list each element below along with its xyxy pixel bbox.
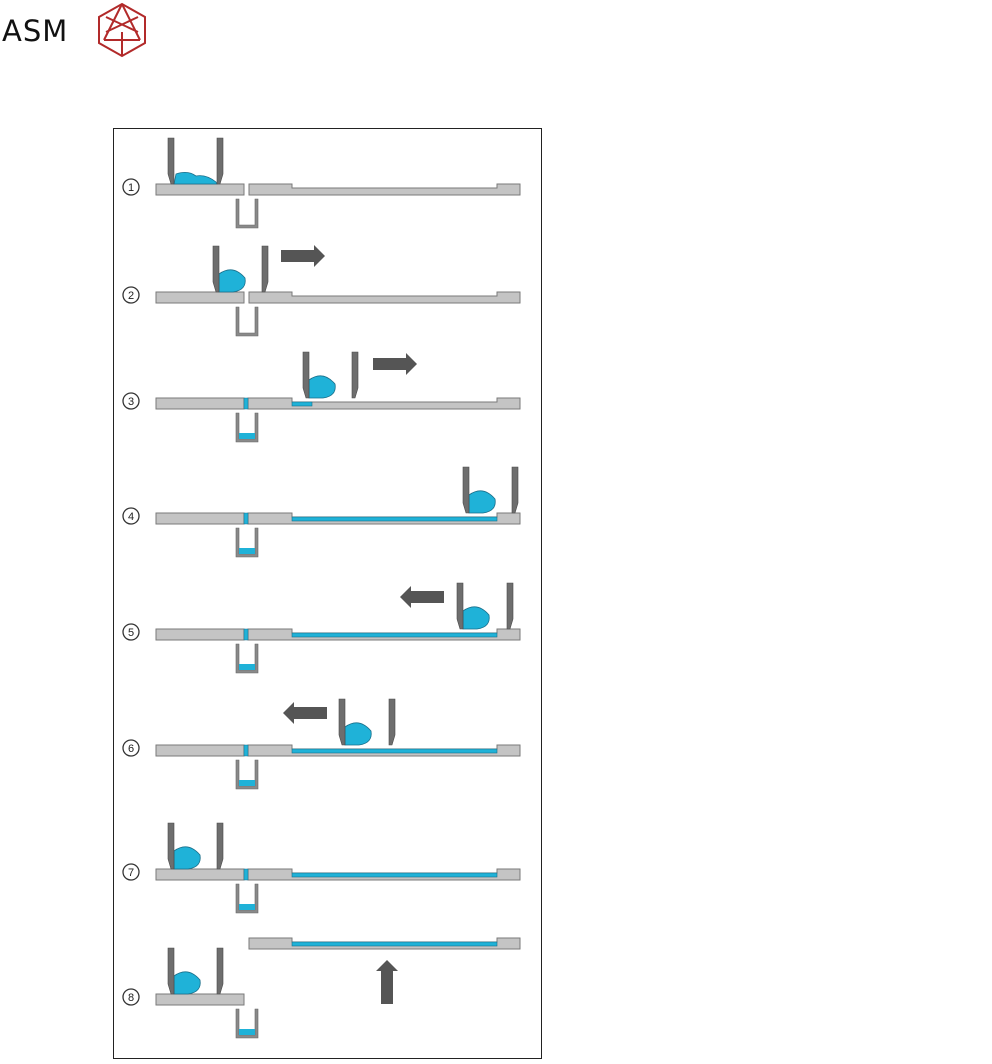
arrow-up-icon [376,960,398,1004]
squeegee-blade [338,698,346,746]
step-8: 8 [122,937,521,1039]
trough-liquid [239,433,255,439]
arrow-right-icon [373,353,417,375]
step-number-circle [122,863,140,881]
left-plate [155,183,245,196]
squeegee-blade [216,137,224,185]
squeegee-blade [462,466,470,514]
trough-liquid [239,664,255,670]
squeegee-blade [216,947,224,995]
step-number-circle [122,739,140,757]
step-number: 6 [128,743,134,755]
filled-slot [243,628,249,641]
trough-liquid [239,780,255,786]
collection-trough [235,527,259,558]
liquid-film [291,632,498,638]
liquid-film [291,941,498,947]
trough-liquid [239,548,255,554]
left-plate [155,744,245,757]
liquid-drop [218,269,246,293]
left-plate [155,512,245,525]
step-number: 1 [128,182,134,194]
substrate-plate [248,183,521,196]
step-number: 7 [128,867,134,879]
collection-trough [235,1008,259,1039]
squeegee-blade [351,351,359,399]
squeegee-blade [506,582,514,630]
step-number-circle [122,988,140,1006]
step-number-circle [122,286,140,304]
step-number-circle [122,178,140,196]
substrate-plate [248,291,521,304]
liquid-drop [173,971,201,995]
step-number: 5 [128,627,134,639]
diagram-frame [113,128,542,1059]
step-number: 4 [128,511,134,523]
left-plate [155,397,245,410]
squeegee-blade [261,245,269,293]
liquid-film [291,516,498,522]
squeegee-blade [388,698,396,746]
squeegee-blade [216,822,224,870]
liquid-film [291,748,498,754]
step-4: 4 [122,466,521,558]
collection-trough [235,412,259,443]
filled-slot [243,744,249,757]
arrow-left-icon [400,586,444,608]
liquid-film [291,401,313,407]
trough-liquid [239,1029,255,1035]
liquid-film [291,872,498,878]
step-number-circle [122,507,140,525]
squeegee-blade [167,137,175,185]
step-number: 8 [128,992,134,1004]
squeegee-blade [167,822,175,870]
substrate-plate [247,397,521,410]
collection-trough [235,306,259,337]
liquid-drop [344,722,372,746]
collection-trough [235,643,259,674]
left-plate [155,868,245,881]
left-plate [155,628,245,641]
step-number-circle [122,623,140,641]
step-number-circle [122,392,140,410]
step-3: 3 [122,351,521,443]
squeegee-blade [212,245,220,293]
arrow-left-icon [283,702,327,724]
step-6: 6 [122,698,521,790]
collection-trough [235,883,259,914]
step-2: 2 [122,245,521,337]
liquid-drop [462,606,490,630]
liquid-drop [468,490,496,514]
step-1: 1 [122,137,521,229]
left-plate [155,291,245,304]
collection-trough [235,759,259,790]
asm-logo-icon [98,2,146,58]
trough-liquid [239,904,255,910]
filled-slot [243,868,249,881]
arrow-right-icon [281,245,325,267]
squeegee-blade [456,582,464,630]
filled-slot [243,397,249,410]
step-number: 2 [128,290,134,302]
squeegee-blade [167,947,175,995]
step-7: 7 [122,822,521,914]
squeegee-blade [511,466,519,514]
left-plate [155,993,245,1006]
step-number: 3 [128,396,134,408]
liquid-puddle [173,172,218,185]
filled-slot [243,512,249,525]
squeegee-blade [302,351,310,399]
logo-text: ASM [2,14,69,48]
collection-trough [235,198,259,229]
liquid-drop [308,375,336,399]
liquid-drop [173,846,201,870]
step-5: 5 [122,582,521,674]
